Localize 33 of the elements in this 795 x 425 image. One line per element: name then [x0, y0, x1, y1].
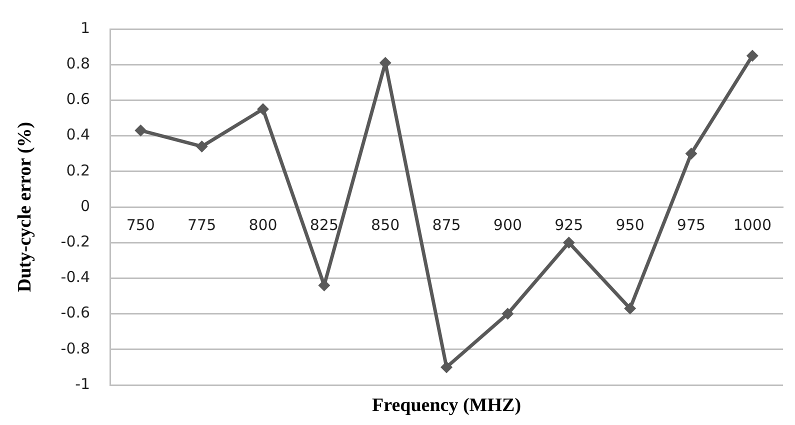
y-tick-label: -0.8 [60, 339, 90, 358]
point [440, 361, 453, 374]
point [257, 103, 270, 116]
point [746, 50, 758, 62]
x-tick-label: 975 [676, 216, 706, 234]
x-tick-label: 800 [248, 216, 278, 234]
y-tick-label: -1 [75, 374, 90, 393]
point [685, 148, 698, 160]
point [502, 308, 514, 320]
point [562, 236, 575, 249]
y-axis-title: Duty-cycle error (%) [14, 122, 36, 292]
x-tick-label: 775 [188, 216, 216, 234]
x-tick-label: 750 [126, 216, 155, 234]
y-tick-label: 0 [80, 196, 90, 215]
y-tick-label: -0.6 [60, 304, 90, 322]
x-tick-label: 875 [432, 216, 461, 234]
y-tick-label: -0.4 [60, 268, 90, 286]
y-tick-label: 1 [80, 18, 90, 37]
y-tick-label: -0.2 [60, 232, 90, 250]
x-tick-label: 1000 [733, 216, 772, 234]
x-tick-label: 850 [371, 216, 400, 234]
x-tick-label: 900 [493, 216, 522, 234]
y-tick-label: 0.8 [66, 54, 90, 72]
point [134, 124, 147, 136]
x-axis-title: Frequency (MHZ) [372, 394, 522, 416]
y-tick-label: 0.2 [66, 161, 90, 180]
point [624, 302, 636, 314]
point [196, 140, 208, 152]
x-tick-label: 925 [554, 216, 584, 234]
x-tick-label: 825 [310, 216, 339, 234]
y-tick-label: 0.4 [66, 126, 90, 144]
x-tick-label: 950 [616, 216, 644, 234]
y-tick-label: 0.6 [66, 90, 90, 108]
